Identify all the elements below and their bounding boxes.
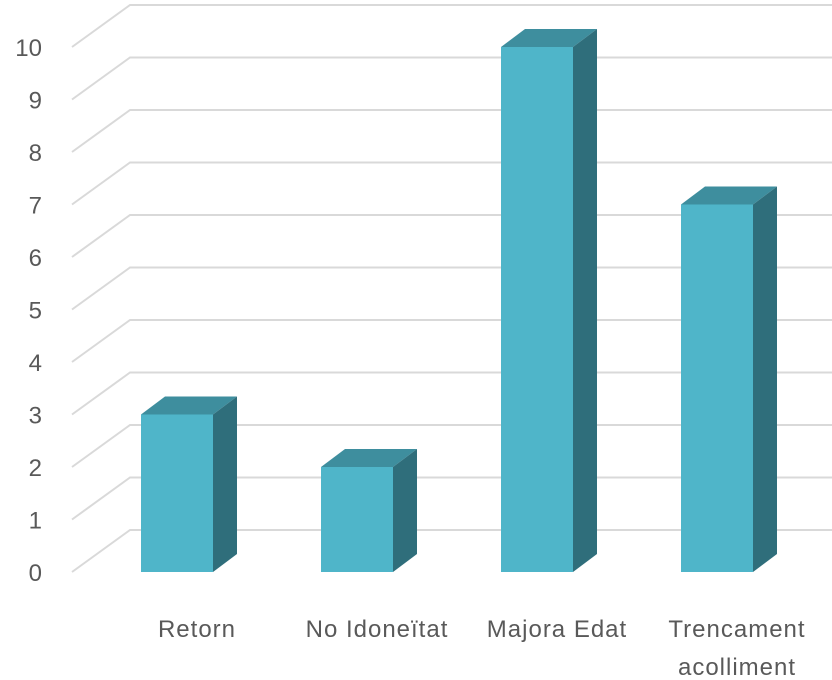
bar-front-3 bbox=[681, 204, 753, 572]
y-tick-label-2: 2 bbox=[29, 455, 42, 482]
gridline-8 bbox=[71, 109, 832, 153]
x-axis-labels: Retorn No Idoneïtat Majora Edat Trencament a… bbox=[158, 616, 805, 680]
y-tick-label-6: 6 bbox=[29, 245, 42, 272]
gridline-10 bbox=[71, 4, 832, 48]
bar-3 bbox=[681, 186, 777, 572]
bars bbox=[141, 29, 777, 572]
bar-0 bbox=[141, 396, 237, 572]
bar-1 bbox=[321, 449, 417, 572]
y-tick-label-10: 10 bbox=[15, 35, 42, 62]
gridline-9 bbox=[71, 56, 832, 101]
gridline-4 bbox=[71, 319, 832, 363]
bar-top-0 bbox=[141, 396, 237, 415]
bar-top-3 bbox=[681, 186, 777, 205]
gridline-6 bbox=[71, 214, 832, 258]
y-tick-label-0: 0 bbox=[29, 560, 42, 587]
gridline-0 bbox=[71, 529, 832, 573]
y-tick-label-3: 3 bbox=[29, 403, 42, 430]
bar-side-1 bbox=[393, 449, 417, 572]
bar-side-2 bbox=[573, 29, 597, 572]
bar-front-1 bbox=[321, 467, 393, 572]
y-tick-label-8: 8 bbox=[29, 140, 42, 167]
bar-side-3 bbox=[753, 186, 777, 572]
y-tick-label-5: 5 bbox=[29, 298, 42, 325]
gridline-2 bbox=[71, 424, 832, 468]
bar-top-1 bbox=[321, 449, 417, 467]
y-tick-label-9: 9 bbox=[29, 88, 42, 115]
gridlines bbox=[71, 4, 832, 573]
bar-side-0 bbox=[213, 396, 237, 572]
gridline-1 bbox=[71, 476, 832, 521]
y-tick-label-4: 4 bbox=[29, 350, 42, 377]
x-category-label-1: No Idoneïtat bbox=[306, 616, 449, 643]
y-tick-label-1: 1 bbox=[29, 508, 42, 535]
gridline-7 bbox=[71, 161, 832, 206]
y-tick-label-7: 7 bbox=[29, 193, 42, 220]
bar-front-0 bbox=[141, 414, 213, 572]
bar-top-2 bbox=[501, 29, 597, 47]
x-category-label-2: Majora Edat bbox=[487, 616, 627, 643]
x-category-label-3: Trencament acolliment bbox=[668, 616, 805, 680]
gridline-5 bbox=[71, 266, 832, 311]
gridline-3 bbox=[71, 371, 832, 416]
bar-2 bbox=[501, 29, 597, 572]
bar-front-2 bbox=[501, 47, 573, 572]
x-category-label-0: Retorn bbox=[158, 616, 236, 643]
y-axis-ticks: 0 1 2 3 4 5 6 7 8 9 10 bbox=[15, 35, 42, 587]
